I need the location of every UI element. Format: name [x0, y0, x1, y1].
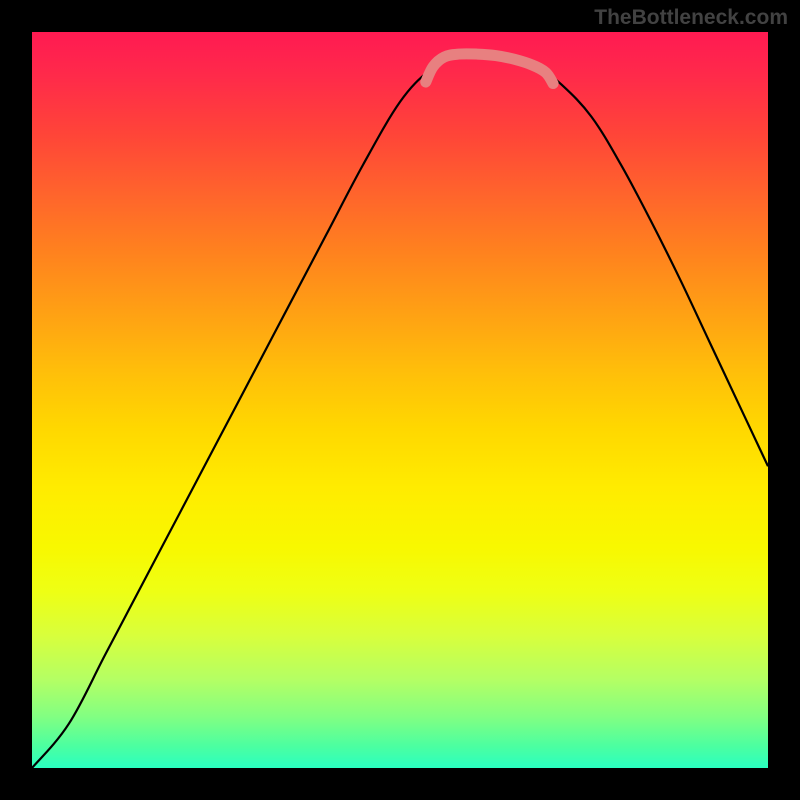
- chart-svg: [32, 32, 768, 768]
- gradient-background: [32, 32, 768, 768]
- chart-plot-area: [32, 32, 768, 768]
- watermark-text: TheBottleneck.com: [594, 6, 788, 30]
